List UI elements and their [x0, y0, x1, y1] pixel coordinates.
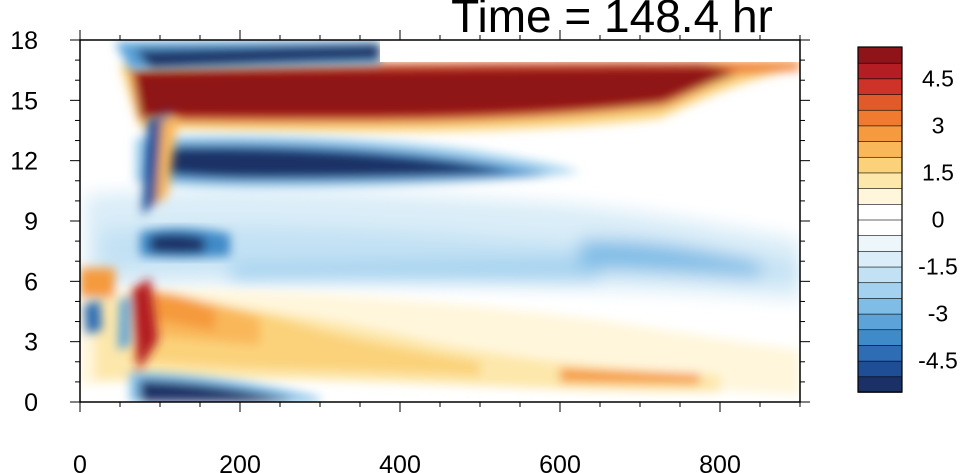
colorbar-swatch: [857, 203, 903, 221]
colorbar-tick-label: 4.5: [922, 65, 954, 91]
y-tick-label: 6: [24, 268, 38, 296]
colorbar-tick-label: 3: [932, 112, 945, 138]
colorbar-swatch: [857, 250, 903, 268]
colorbar: 4.5 3 1.5 0 -1.5 -3 -4.5: [857, 46, 958, 393]
chart-title: Time = 148.4 hr: [451, 0, 773, 42]
y-tick-label: 0: [24, 389, 38, 417]
mid-negative-core: [140, 228, 230, 258]
colorbar-tick-label: -1.5: [918, 254, 958, 280]
x-axis: 0 200 400 600 800: [73, 30, 801, 473]
colorbar-swatch: [857, 266, 903, 284]
colorbar-swatch: [857, 125, 903, 142]
y-tick-label: 3: [24, 329, 38, 357]
diagonal-wave: [84, 110, 178, 372]
colorbar-swatch: [857, 344, 903, 362]
colorbar-swatch: [857, 281, 903, 299]
heatmap-field: [80, 40, 800, 402]
lower-positive-band: [80, 268, 800, 395]
x-tick-label: 200: [219, 451, 261, 473]
x-tick-label: 600: [539, 451, 581, 473]
colorbar-swatch: [857, 313, 903, 331]
y-tick-label: 15: [10, 87, 38, 115]
upper-negative-band: [135, 135, 580, 188]
colorbar-swatch: [857, 172, 903, 189]
colorbar-swatch: [857, 376, 903, 393]
x-tick-label: 800: [699, 451, 741, 473]
colorbar-swatch: [857, 78, 903, 95]
colorbar-swatch: [857, 219, 903, 236]
colorbar-swatch: [857, 156, 903, 174]
top-negative-band: [115, 42, 380, 70]
colorbar-swatch: [857, 109, 903, 127]
surface-negative-band: [130, 372, 320, 402]
colorbar-swatch: [857, 187, 903, 205]
y-axis: 0 3 6 9 12 15 18: [10, 27, 810, 417]
x-tick-label: 0: [73, 451, 87, 473]
y-tick-label: 9: [24, 208, 38, 236]
mid-negative-band: [85, 189, 800, 300]
colorbar-swatch: [857, 46, 903, 64]
colorbar-tick-label: -3: [928, 301, 948, 327]
colorbar-swatch: [857, 62, 903, 80]
colorbar-frame: [857, 46, 903, 393]
upper-positive-band: [120, 60, 800, 132]
colorbar-swatch: [857, 360, 903, 378]
colorbar-swatch: [857, 234, 903, 252]
colorbar-swatch: [857, 297, 903, 315]
colorbar-swatch: [857, 328, 903, 346]
colorbar-swatch: [857, 93, 903, 111]
x-tick-label: 400: [379, 451, 421, 473]
y-tick-label: 18: [10, 27, 38, 55]
colorbar-tick-label: 1.5: [922, 159, 954, 185]
colorbar-tick-label: 0: [932, 207, 945, 233]
y-tick-label: 12: [10, 148, 38, 176]
colorbar-tick-label: -4.5: [918, 348, 958, 374]
colorbar-swatch: [857, 140, 903, 158]
